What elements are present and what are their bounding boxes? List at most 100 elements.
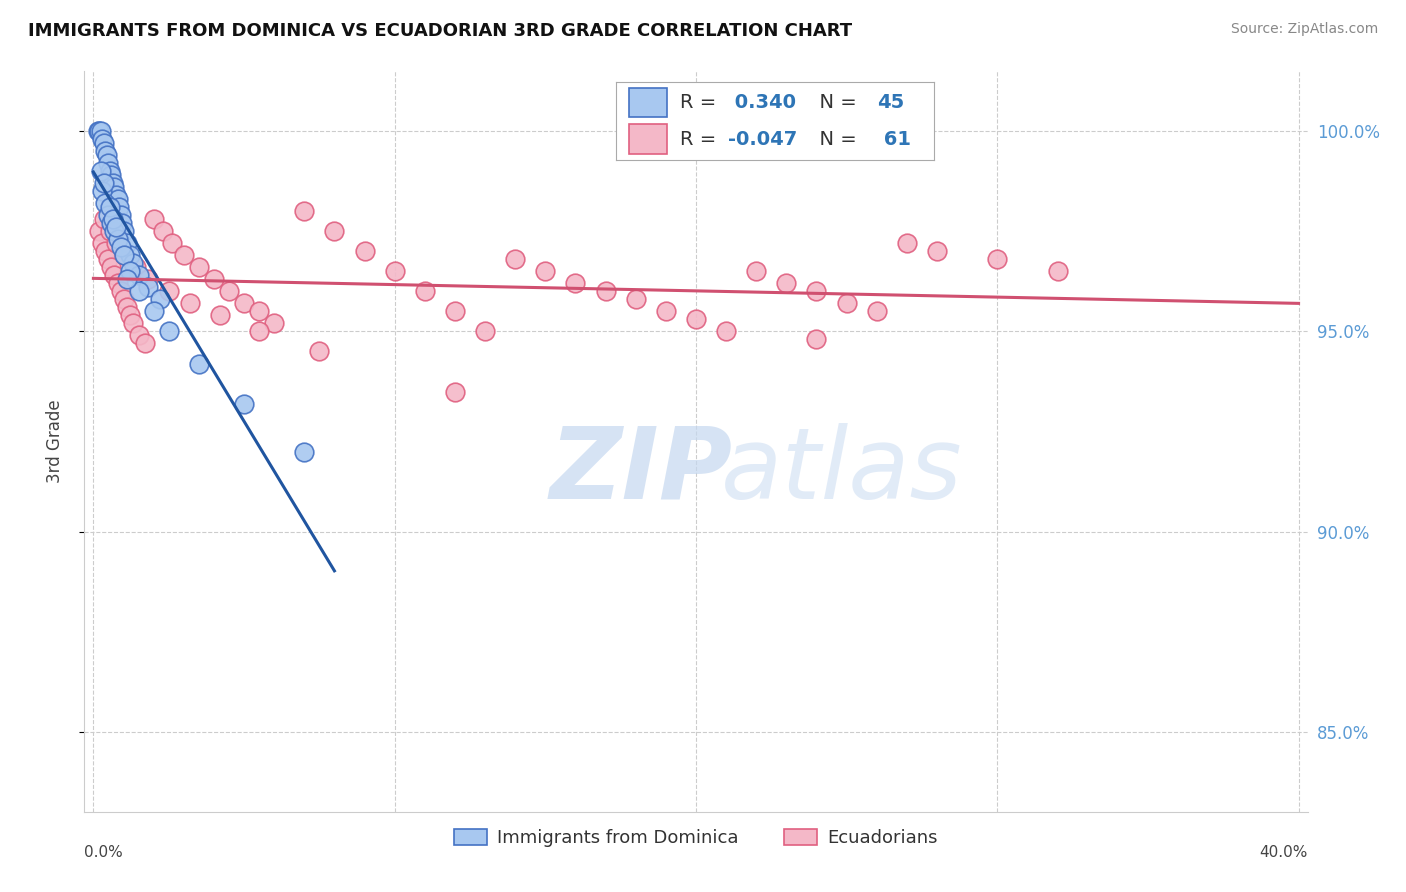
Point [444,384,467,399]
Point [160,236,183,251]
Point [896,236,918,251]
Legend: Immigrants from Dominica, Ecuadorians: Immigrants from Dominica, Ecuadorians [447,822,945,855]
Point [323,224,346,238]
Point [534,264,557,278]
Point [866,304,889,318]
Point [101,212,124,227]
Point [100,169,122,183]
Point [105,220,127,235]
Point [121,317,143,331]
Point [353,244,375,259]
Point [806,333,828,347]
Point [1046,264,1069,278]
Point [292,204,315,219]
Text: atlas: atlas [720,423,962,520]
Point [775,277,797,291]
Point [233,296,256,310]
Point [89,124,111,138]
Point [98,201,121,215]
Point [136,280,159,294]
Point [685,312,707,326]
Point [474,325,496,339]
Point [247,325,270,339]
Point [173,248,195,262]
Point [308,344,330,359]
Point [91,185,114,199]
Point [105,236,127,251]
Point [110,209,132,223]
Text: 40.0%: 40.0% [1260,845,1308,860]
Point [112,293,135,307]
Point [187,357,209,371]
Point [94,244,117,259]
Point [202,272,225,286]
Point [208,309,231,323]
Point [835,296,858,310]
Point [94,145,117,159]
Point [90,124,112,138]
Point [103,268,125,283]
Point [128,285,150,299]
Point [101,177,124,191]
Point [111,216,134,230]
Point [384,264,406,278]
Y-axis label: 3rd Grade: 3rd Grade [45,400,63,483]
Point [218,285,240,299]
Point [97,209,120,223]
Point [655,304,678,318]
Point [91,132,114,146]
Point [806,285,828,299]
Point [107,193,129,207]
Text: IMMIGRANTS FROM DOMINICA VS ECUADORIAN 3RD GRADE CORRELATION CHART: IMMIGRANTS FROM DOMINICA VS ECUADORIAN 3… [28,22,852,40]
Point [93,212,115,227]
Point [152,224,174,238]
Point [149,293,172,307]
Point [118,248,141,262]
Point [91,236,114,251]
Point [115,236,138,251]
Point [100,216,122,230]
Point [233,396,256,410]
Point [136,272,159,286]
Point [118,264,141,278]
Point [128,268,150,283]
Point [247,304,270,318]
Point [112,248,135,262]
Point [714,325,737,339]
Point [179,296,201,310]
Point [96,148,118,162]
Point [107,277,129,291]
Point [413,285,436,299]
Point [124,260,146,275]
Point [157,285,180,299]
Point [157,325,180,339]
Point [444,304,467,318]
Point [925,244,948,259]
Point [93,177,115,191]
Point [107,232,129,246]
Text: Source: ZipAtlas.com: Source: ZipAtlas.com [1230,22,1378,37]
Point [112,248,135,262]
Point [187,260,209,275]
Point [121,256,143,270]
Point [292,444,315,458]
Point [745,264,768,278]
Point [108,201,131,215]
Point [90,164,112,178]
Point [97,252,120,267]
Point [89,224,111,238]
Point [97,156,120,170]
Point [564,277,586,291]
Point [100,260,122,275]
Point [94,196,117,211]
Point [503,252,526,267]
Point [103,224,125,238]
Point [105,188,127,202]
Point [142,212,165,227]
Point [87,124,110,138]
Point [98,224,121,238]
Point [110,285,132,299]
Point [118,309,141,323]
Text: 0.0%: 0.0% [84,845,124,860]
Point [115,272,138,286]
